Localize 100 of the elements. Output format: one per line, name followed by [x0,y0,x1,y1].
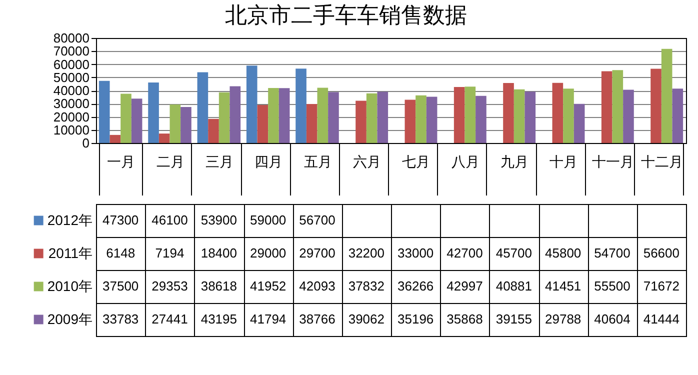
y-tick-label: 10000 [53,122,90,138]
data-label: 47300 [102,212,139,228]
data-label: 43195 [200,312,237,326]
data-label: 29700 [299,246,336,260]
bar [317,88,328,143]
bar [623,90,634,143]
x-tick-label: 九月 [500,154,528,170]
bar [552,82,564,143]
data-label: 6148 [106,246,136,260]
bar [574,104,585,143]
bar [296,68,306,143]
bar [278,88,290,143]
x-tick-label: 八月 [451,154,480,170]
bar [563,88,574,143]
bar [612,70,624,143]
bar [120,94,132,143]
data-label: 18400 [200,246,237,260]
y-tick-label: 0 [82,136,90,150]
bar [503,83,514,143]
data-label: 41794 [250,312,286,326]
bar [661,48,672,143]
data-label: 38618 [200,278,237,294]
data-label: 29000 [250,246,286,260]
data-label: 37500 [102,278,139,294]
data-label: 29788 [545,312,582,326]
bar [180,106,192,143]
y-tick-label: 70000 [53,44,90,59]
bar [306,104,318,143]
bar [650,68,662,143]
legend-label: 2009年 [47,311,92,327]
data-label: 42093 [299,278,336,294]
bar [601,71,612,143]
bar [197,72,208,143]
bar [426,96,438,143]
data-label: 35868 [446,312,483,326]
data-label: 33783 [102,312,139,326]
x-tick-label: 七月 [402,154,430,170]
data-label: 45700 [496,246,532,260]
x-tick-label: 十一月 [592,154,634,170]
data-label: 56600 [643,246,680,260]
bar [377,92,388,143]
bar [230,86,241,143]
data-label: 38766 [299,312,336,326]
x-tick-label: 十二月 [640,154,683,170]
data-label: 32200 [348,246,384,260]
data-label: 40604 [594,312,630,326]
bar [98,80,110,143]
data-label: 71672 [643,278,680,294]
bar [514,89,525,143]
x-tick-label: 五月 [304,154,332,170]
bar [131,98,142,143]
legend-label: 2010年 [47,278,92,294]
data-label: 36266 [398,278,434,294]
bar [268,88,279,143]
bar [356,100,366,143]
x-tick-label: 四月 [254,154,283,170]
y-tick-label: 20000 [53,109,90,124]
bar [218,92,230,143]
data-label: 39155 [496,312,532,326]
y-tick-label: 40000 [53,83,90,98]
data-label: 41952 [250,278,286,294]
data-label: 7194 [155,246,184,260]
chart-title: 北京市二手车车销售数据 [225,2,467,28]
bar [672,88,684,143]
data-label: 46100 [152,212,188,228]
y-tick-label: 30000 [53,96,90,112]
data-label: 29353 [152,278,188,294]
data-label: 55500 [594,278,630,294]
bar [170,104,181,143]
legend-label: 2012年 [47,212,92,228]
data-label: 56700 [299,212,336,228]
data-label: 41451 [545,278,582,294]
data-label: 45800 [545,246,582,260]
bar [464,86,476,143]
data-label: 42997 [446,278,483,294]
legend-label: 2011年 [48,245,92,261]
bar [110,134,121,143]
data-label: 59000 [250,212,286,228]
data-label: 35196 [398,312,434,326]
data-label: 42700 [446,246,483,260]
bar [246,66,258,143]
y-tick-label: 50000 [53,70,90,85]
data-label: 33000 [398,246,434,260]
bar [208,118,219,143]
x-tick-label: 六月 [352,154,381,170]
data-label: 41444 [643,312,680,326]
bar [148,82,159,143]
bar [416,95,426,143]
bar [476,96,486,143]
bar [366,93,378,143]
bar [404,100,416,143]
x-tick-label: 十月 [550,154,578,170]
data-label: 54700 [594,246,630,260]
x-tick-label: 一月 [107,154,136,170]
x-tick-label: 三月 [205,154,234,170]
bar [328,92,339,143]
data-label: 27441 [152,312,188,326]
bar [158,134,170,143]
data-label: 39062 [348,312,384,326]
bar [257,104,268,143]
